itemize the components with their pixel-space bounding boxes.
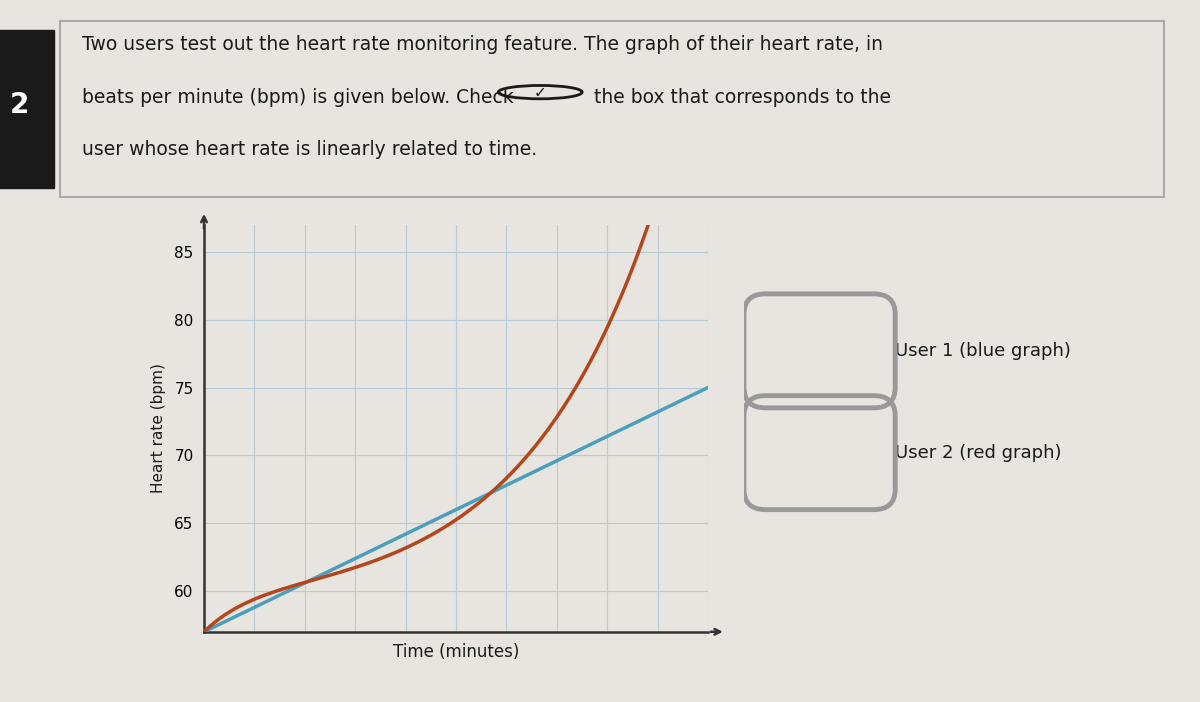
Text: beats per minute (bpm) is given below. Check: beats per minute (bpm) is given below. C… <box>82 88 514 107</box>
Y-axis label: Heart rate (bpm): Heart rate (bpm) <box>151 363 166 494</box>
Text: User 1 (blue graph): User 1 (blue graph) <box>895 342 1072 360</box>
FancyBboxPatch shape <box>0 29 54 187</box>
Text: 2: 2 <box>10 91 29 119</box>
Text: User 2 (red graph): User 2 (red graph) <box>895 444 1062 462</box>
Text: the box that corresponds to the: the box that corresponds to the <box>594 88 892 107</box>
Text: ✓: ✓ <box>534 85 547 100</box>
Text: user whose heart rate is linearly related to time.: user whose heart rate is linearly relate… <box>82 140 538 159</box>
Text: Two users test out the heart rate monitoring feature. The graph of their heart r: Two users test out the heart rate monito… <box>82 35 883 54</box>
X-axis label: Time (minutes): Time (minutes) <box>392 643 520 661</box>
